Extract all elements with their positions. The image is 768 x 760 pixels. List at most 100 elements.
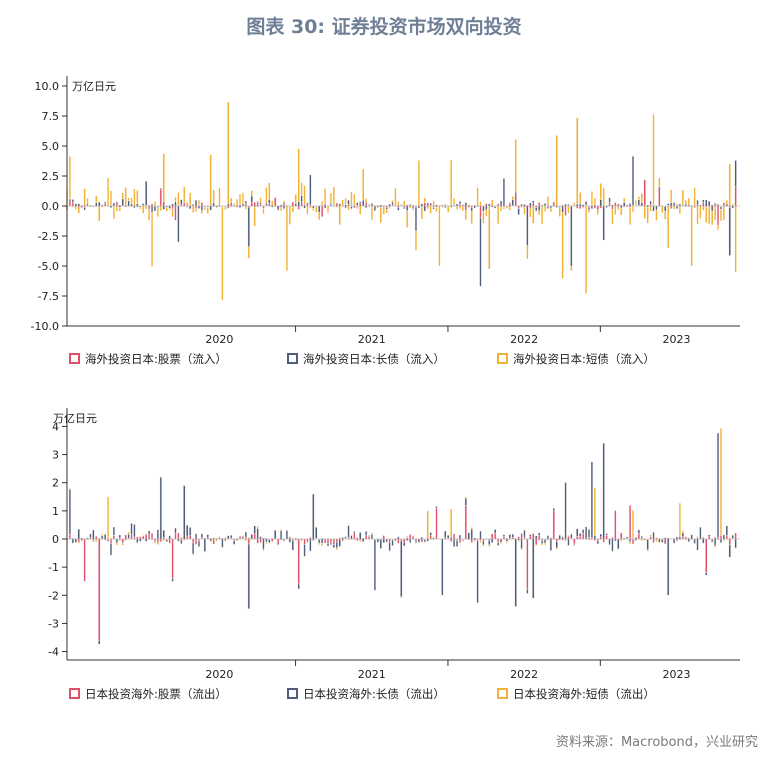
bar-short-bond <box>734 205 737 273</box>
bar-short-bond <box>532 532 535 534</box>
bar-short-bond <box>602 187 605 207</box>
bar-long-bond <box>323 205 327 209</box>
bar-long-bond <box>584 526 588 540</box>
bar-long-bond <box>611 538 614 552</box>
bar-short-bond <box>271 200 274 206</box>
bar-long-bond <box>675 536 679 540</box>
bar-short-bond <box>139 535 142 538</box>
bar-short-bond <box>356 205 359 210</box>
bar-long-bond <box>546 206 550 209</box>
bar-long-bond <box>350 535 353 540</box>
bar-short-bond <box>667 595 670 597</box>
bar-long-bond <box>711 539 714 543</box>
bar-long-bond <box>112 202 116 207</box>
bar-long-bond <box>535 207 538 211</box>
bar-long-bond <box>526 205 529 246</box>
bar-long-bond <box>376 539 379 543</box>
bar-long-bond <box>303 205 306 209</box>
bar-long-bond <box>587 529 591 538</box>
bar-short-bond <box>450 159 453 206</box>
bar-stock <box>411 205 415 209</box>
bar-long-bond <box>579 533 582 537</box>
bar-short-bond <box>508 205 511 211</box>
bar-stock <box>344 205 347 209</box>
bar-long-bond <box>356 202 359 206</box>
bar-long-bond <box>297 583 300 590</box>
legend-swatch <box>287 688 298 699</box>
bar-short-bond <box>335 547 338 551</box>
bar-short-bond <box>391 199 394 203</box>
bar-long-bond <box>171 203 174 207</box>
bar-stock <box>189 535 192 540</box>
bar-long-bond <box>388 541 391 552</box>
bar-short-bond <box>526 245 529 260</box>
bar-short-bond <box>649 534 652 537</box>
bar-short-bond <box>306 541 309 543</box>
bar-long-bond <box>529 202 532 207</box>
bar-long-bond <box>467 532 470 540</box>
bar-short-bond <box>593 487 596 536</box>
bar-stock <box>186 535 189 540</box>
bar-short-bond <box>538 538 541 542</box>
bar-long-bond <box>186 524 189 537</box>
bar-short-bond <box>684 535 687 538</box>
bar-short-bond <box>423 197 426 203</box>
bar-long-bond <box>367 535 371 537</box>
bar-long-bond <box>511 533 514 538</box>
bar-short-bond <box>411 535 415 537</box>
bar-stock <box>573 538 576 545</box>
bar-short-bond <box>458 205 462 210</box>
bar-short-bond <box>153 201 157 206</box>
bar-short-bond <box>702 536 705 538</box>
legend-label: 日本投资海外:长债（流出） <box>303 687 445 701</box>
bar-stock <box>133 536 136 540</box>
bar-long-bond <box>555 541 558 548</box>
bar-short-bond <box>634 200 638 205</box>
bar-long-bond <box>628 203 632 207</box>
bar-stock <box>482 538 485 542</box>
bar-short-bond <box>388 550 391 552</box>
bar-stock <box>614 510 617 540</box>
bar-stock <box>502 536 506 540</box>
bar-short-bond <box>341 199 344 206</box>
bar-long-bond <box>520 204 523 207</box>
bar-long-bond <box>268 199 271 204</box>
bar-short-bond <box>678 206 681 215</box>
bar-long-bond <box>420 203 423 207</box>
bar-short-bond <box>303 556 306 558</box>
bar-long-bond <box>502 534 506 537</box>
bar-long-bond <box>672 202 676 206</box>
bar-long-bond <box>279 530 283 540</box>
bar-short-bond <box>194 208 198 212</box>
bar-long-bond <box>429 202 432 206</box>
bar-long-bond <box>590 461 594 539</box>
bar-short-bond <box>587 209 591 213</box>
bar-stock <box>611 537 614 540</box>
bar-long-bond <box>221 538 224 548</box>
bar-stock <box>714 536 717 540</box>
bar-stock <box>256 202 259 207</box>
bar-long-bond <box>637 199 640 206</box>
bar-long-bond <box>224 540 227 542</box>
bar-long-bond <box>115 201 118 203</box>
bar-long-bond <box>77 528 80 540</box>
bar-long-bond <box>338 203 341 206</box>
bar-short-bond <box>441 595 444 597</box>
bar-long-bond <box>227 203 230 207</box>
bar-short-bond <box>432 200 435 207</box>
bar-short-bond <box>646 207 649 224</box>
bar-stock <box>628 505 632 540</box>
bar-short-bond <box>347 205 350 211</box>
bar-short-bond <box>300 540 303 542</box>
bar-stock <box>192 538 195 544</box>
bar-short-bond <box>356 536 359 540</box>
bar-short-bond <box>590 191 594 207</box>
bar-long-bond <box>77 203 80 207</box>
bar-long-bond <box>708 534 711 538</box>
bar-long-bond <box>127 533 130 539</box>
bar-short-bond <box>714 205 717 221</box>
bar-stock <box>470 538 473 543</box>
bar-short-bond <box>576 527 579 529</box>
bar-short-bond <box>605 532 608 534</box>
bar-long-bond <box>540 540 544 544</box>
